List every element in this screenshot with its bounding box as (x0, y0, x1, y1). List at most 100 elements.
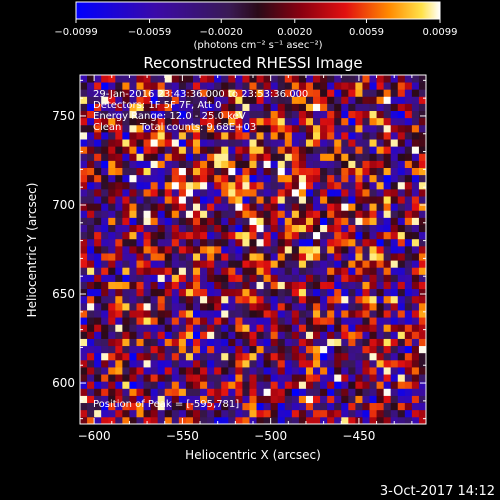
heatmap-cell (320, 245, 328, 254)
heatmap-cell (87, 188, 95, 197)
heatmap-cell (256, 295, 264, 304)
heatmap-cell (150, 245, 159, 254)
heatmap-cell (200, 238, 208, 247)
heatmap-cell (348, 302, 356, 311)
heatmap-cell (249, 196, 257, 204)
heatmap-cell (214, 139, 222, 147)
heatmap-cell (164, 317, 173, 325)
heatmap-cell (263, 82, 272, 90)
heatmap-cell (369, 139, 377, 147)
heatmap-cell (270, 281, 279, 290)
heatmap-cell (376, 231, 385, 240)
heatmap-cell (397, 224, 406, 233)
heatmap-cell (228, 139, 236, 147)
heatmap-cell (80, 210, 88, 218)
heatmap-cell (157, 381, 166, 389)
heatmap-cell (185, 367, 194, 375)
heatmap-cell (291, 395, 300, 404)
heatmap-cell (355, 352, 363, 361)
heatmap-cell (263, 395, 272, 404)
heatmap-cell (411, 260, 420, 268)
heatmap-cell (157, 302, 166, 311)
heatmap-cell (101, 174, 109, 183)
heatmap-cell (101, 139, 109, 147)
heatmap-cell (256, 317, 264, 325)
heatmap-cell (341, 260, 349, 268)
heatmap-cell (94, 110, 102, 119)
heatmap-cell (185, 374, 194, 382)
heatmap-cell (150, 416, 159, 424)
heatmap-cell (362, 409, 370, 418)
heatmap-cell (305, 331, 314, 339)
heatmap-cell (291, 160, 300, 168)
heatmap-cell (200, 103, 208, 112)
heatmap-cell (150, 167, 159, 176)
heatmap-cell (164, 331, 173, 339)
heatmap-cell (305, 338, 314, 347)
heatmap-cell (122, 260, 130, 268)
heatmap-cell (284, 345, 293, 354)
heatmap-cell (101, 196, 109, 204)
heatmap-cell (270, 331, 279, 339)
heatmap-cell (136, 317, 144, 325)
heatmap-cell (235, 374, 243, 382)
heatmap-cell (320, 167, 328, 176)
heatmap-cell (249, 317, 257, 325)
heatmap-cell (334, 82, 342, 90)
heatmap-cell (411, 267, 420, 275)
heatmap-cell (369, 381, 377, 389)
heatmap-cell (200, 231, 208, 240)
heatmap-cell (242, 395, 250, 404)
heatmap-cell (355, 146, 363, 154)
heatmap-cell (207, 359, 215, 368)
heatmap-cell (150, 174, 159, 183)
heatmap-cell (397, 96, 406, 104)
colorbar-tick-label: 0.0099 (423, 27, 458, 38)
heatmap-cell (80, 110, 88, 119)
heatmap-cell (178, 381, 187, 389)
heatmap-cell (249, 167, 257, 176)
heatmap-cell (277, 338, 286, 347)
heatmap-cell (214, 374, 222, 382)
heatmap-cell (291, 167, 300, 176)
heatmap-cell (305, 367, 314, 375)
heatmap-cell (362, 153, 370, 161)
heatmap-cell (284, 82, 293, 90)
heatmap-cell (256, 338, 264, 347)
heatmap-cell (313, 253, 321, 261)
heatmap-cell (150, 210, 159, 218)
heatmap-cell (242, 295, 250, 304)
heatmap-cell (80, 288, 88, 297)
heatmap-cell (404, 345, 413, 354)
heatmap-cell (200, 367, 208, 375)
heatmap-cell (87, 288, 95, 297)
heatmap-cell (108, 402, 116, 411)
heatmap-cell (87, 331, 95, 339)
heatmap-cell (256, 96, 264, 104)
heatmap-cell (94, 374, 102, 382)
heatmap-cell (157, 181, 166, 190)
heatmap-cell (397, 231, 406, 240)
heatmap-cell (298, 359, 307, 368)
heatmap-cell (348, 89, 356, 97)
heatmap-cell (221, 345, 229, 354)
heatmap-cell (157, 139, 166, 147)
heatmap-cell (404, 260, 413, 268)
heatmap-cell (115, 317, 123, 325)
heatmap-cell (221, 117, 229, 126)
heatmap-cell (207, 245, 215, 254)
heatmap-cell (355, 153, 363, 161)
heatmap-cell (115, 274, 123, 282)
heatmap-cell (369, 324, 377, 332)
heatmap-cell (313, 359, 321, 368)
heatmap-cell (129, 217, 137, 225)
heatmap-cell (277, 210, 286, 218)
heatmap-cell (411, 231, 420, 240)
heatmap-cell (404, 89, 413, 97)
heatmap-cell (221, 381, 229, 389)
heatmap-cell (101, 260, 109, 268)
heatmap-cell (320, 381, 328, 389)
heatmap-cell (327, 103, 335, 112)
heatmap-cell (341, 317, 349, 325)
heatmap-cell (157, 338, 166, 347)
